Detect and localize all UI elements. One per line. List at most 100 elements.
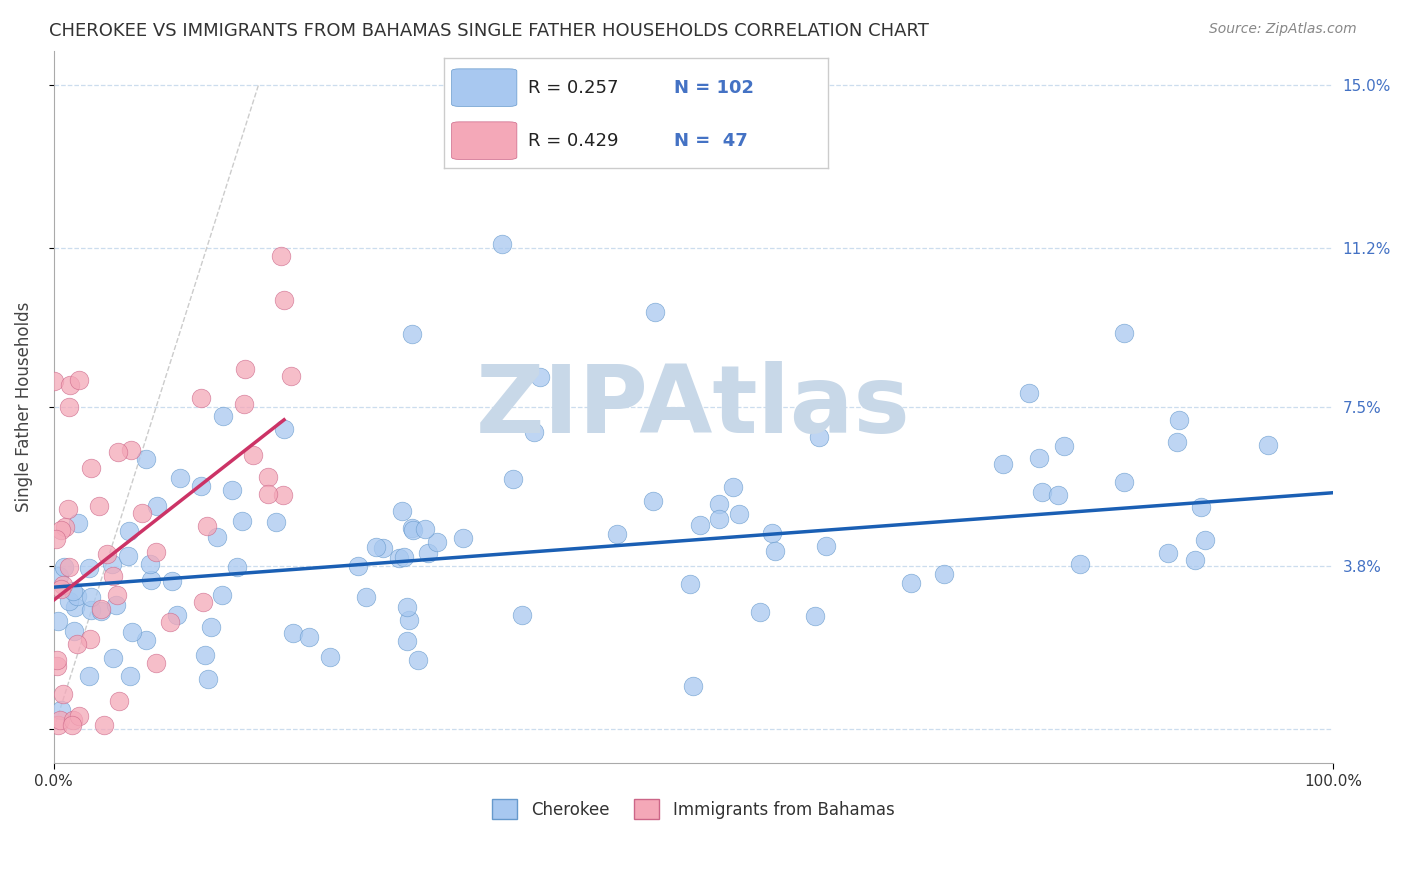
Point <box>207 530 229 544</box>
Point <box>749 605 772 619</box>
Point <box>45 653 67 667</box>
Point <box>65 589 87 603</box>
Point <box>49 703 72 717</box>
Point <box>121 624 143 639</box>
Point <box>145 657 167 671</box>
Point <box>371 541 394 556</box>
Point <box>707 512 730 526</box>
Point <box>264 516 287 530</box>
Point <box>105 598 128 612</box>
Point <box>159 615 181 629</box>
Point <box>225 560 247 574</box>
Point <box>101 569 124 583</box>
Point <box>49 582 72 596</box>
Point <box>510 608 533 623</box>
Point <box>1053 438 1076 452</box>
Point <box>58 560 80 574</box>
Point <box>709 498 731 512</box>
Point <box>398 613 420 627</box>
Point <box>107 445 129 459</box>
Point <box>354 590 377 604</box>
Point <box>59 378 82 392</box>
Point <box>89 604 111 618</box>
Point <box>146 499 169 513</box>
Point <box>67 516 90 530</box>
Point <box>58 594 80 608</box>
Point <box>197 673 219 687</box>
Point <box>900 575 922 590</box>
Point <box>1031 485 1053 500</box>
Point <box>63 599 86 614</box>
Point <box>169 471 191 485</box>
Point <box>815 539 838 553</box>
Point <box>451 531 474 545</box>
Point <box>118 669 141 683</box>
Point <box>644 305 666 319</box>
Point <box>145 544 167 558</box>
Point <box>67 709 90 723</box>
Point <box>52 688 75 702</box>
Point <box>49 713 72 727</box>
Point <box>491 236 513 251</box>
Point <box>401 521 423 535</box>
Point <box>1184 553 1206 567</box>
Point <box>200 620 222 634</box>
Point <box>60 717 83 731</box>
Point <box>120 442 142 457</box>
Point <box>395 600 418 615</box>
Point <box>96 548 118 562</box>
Point <box>679 577 702 591</box>
Point <box>416 546 439 560</box>
Point <box>1257 437 1279 451</box>
Point <box>100 557 122 571</box>
Point <box>44 374 66 388</box>
Point <box>56 501 79 516</box>
Point <box>117 549 139 563</box>
Point <box>1112 326 1135 340</box>
Point <box>79 461 101 475</box>
Point <box>271 488 294 502</box>
Point <box>761 526 783 541</box>
Point <box>212 409 235 423</box>
Point <box>523 425 546 439</box>
Point <box>211 589 233 603</box>
Point <box>46 717 69 731</box>
Point <box>62 713 84 727</box>
Point <box>53 520 76 534</box>
Point <box>193 595 215 609</box>
Text: CHEROKEE VS IMMIGRANTS FROM BAHAMAS SINGLE FATHER HOUSEHOLDS CORRELATION CHART: CHEROKEE VS IMMIGRANTS FROM BAHAMAS SING… <box>49 22 929 40</box>
Point <box>502 472 524 486</box>
Point <box>242 448 264 462</box>
Point <box>257 470 280 484</box>
Point <box>727 508 749 522</box>
Point <box>682 679 704 693</box>
Point <box>131 506 153 520</box>
Point <box>190 391 212 405</box>
Point <box>231 514 253 528</box>
Point <box>221 483 243 497</box>
Point <box>392 549 415 564</box>
Point <box>67 373 90 387</box>
Point <box>1166 435 1188 450</box>
Point <box>48 568 70 582</box>
Point <box>721 480 744 494</box>
Point <box>52 578 75 592</box>
Point <box>347 559 370 574</box>
Point <box>58 400 80 414</box>
Point <box>808 430 831 444</box>
Point <box>45 532 67 546</box>
Point <box>90 602 112 616</box>
Point <box>118 524 141 538</box>
Point <box>80 602 103 616</box>
Point <box>395 633 418 648</box>
Point <box>388 550 411 565</box>
Point <box>273 293 295 307</box>
Point <box>80 590 103 604</box>
Point <box>79 632 101 646</box>
Point <box>107 588 129 602</box>
Point <box>391 504 413 518</box>
Point <box>1114 475 1136 489</box>
Point <box>273 422 295 436</box>
Point <box>1157 546 1180 560</box>
Point <box>934 567 956 582</box>
